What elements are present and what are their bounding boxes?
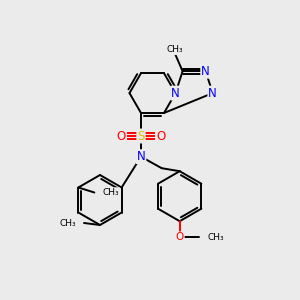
Text: CH₃: CH₃ bbox=[59, 218, 76, 227]
Text: N: N bbox=[208, 87, 217, 100]
Text: S: S bbox=[137, 130, 145, 142]
Text: CH₃: CH₃ bbox=[207, 233, 224, 242]
Text: O: O bbox=[117, 130, 126, 142]
Text: O: O bbox=[176, 232, 184, 242]
Text: CH₃: CH₃ bbox=[102, 188, 119, 197]
Text: N: N bbox=[201, 65, 210, 78]
Text: O: O bbox=[156, 130, 165, 142]
Text: N: N bbox=[136, 150, 146, 163]
Text: CH₃: CH₃ bbox=[166, 45, 183, 54]
Text: N: N bbox=[171, 87, 180, 100]
